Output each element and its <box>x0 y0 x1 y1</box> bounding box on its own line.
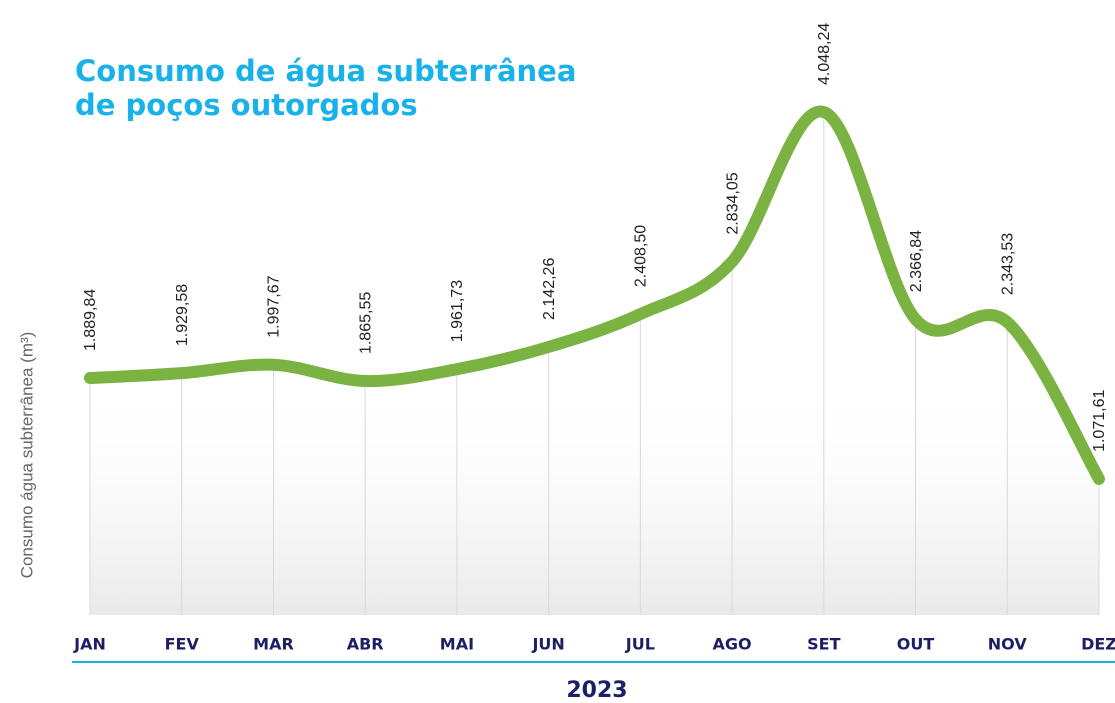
data-label: 2.366,84 <box>908 230 925 292</box>
data-label: 1.889,84 <box>82 289 99 351</box>
data-label: 1.865,55 <box>357 292 374 354</box>
x-tick-label: AGO <box>713 635 752 654</box>
chart-title: de poços outorgados <box>75 88 418 122</box>
x-tick-label: DEZ <box>1081 635 1115 654</box>
data-label: 1.997,67 <box>266 275 283 337</box>
x-tick-label: JAN <box>73 635 106 654</box>
x-tick-label: MAI <box>440 635 474 654</box>
data-label: 1.071,61 <box>1091 390 1108 452</box>
data-label: 2.834,05 <box>724 172 741 234</box>
x-tick-label: MAR <box>253 635 294 654</box>
chart-title: Consumo de água subterrânea <box>75 54 576 88</box>
data-label: 2.408,50 <box>633 225 650 287</box>
x-tick-label: NOV <box>988 635 1028 654</box>
x-tick-label: ABR <box>347 635 384 654</box>
x-tick-label: OUT <box>897 635 935 654</box>
x-tick-label: FEV <box>165 635 200 654</box>
data-label: 4.048,24 <box>816 23 833 85</box>
data-label: 2.343,53 <box>999 233 1016 295</box>
data-label: 1.961,73 <box>449 280 466 342</box>
background-fade <box>90 380 1099 615</box>
y-axis-label: Consumo água subterrânea (m³) <box>17 332 36 579</box>
data-label: 2.142,26 <box>541 258 558 320</box>
x-tick-label: JUL <box>625 635 655 654</box>
x-tick-label: SET <box>807 635 840 654</box>
x-axis-label: 2023 <box>566 678 627 703</box>
data-label: 1.929,58 <box>174 284 191 346</box>
x-tick-label: JUN <box>531 635 564 654</box>
data-line <box>84 105 1105 485</box>
